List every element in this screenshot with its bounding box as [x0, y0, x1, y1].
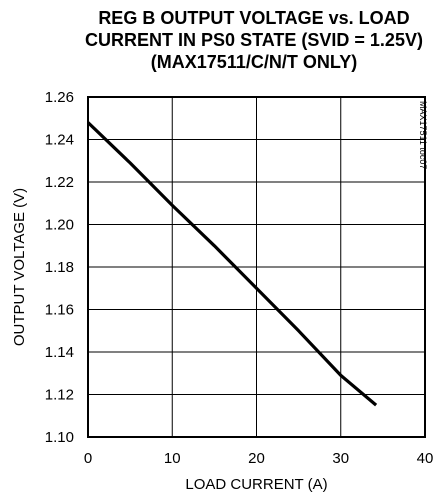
- y-tick-label: 1.18: [45, 259, 74, 276]
- x-tick-label: 10: [164, 450, 181, 467]
- x-axis-label: LOAD CURRENT (A): [185, 476, 327, 493]
- x-tick-label: 30: [332, 450, 349, 467]
- grid: [88, 97, 425, 437]
- chart-title-line: CURRENT IN PS0 STATE (SVID = 1.25V): [85, 30, 423, 50]
- x-tick-label: 40: [417, 450, 434, 467]
- x-tick-labels: 0 10 20 30 40: [84, 450, 434, 467]
- chart-title-line: (MAX17511/C/N/T ONLY): [151, 52, 357, 72]
- series-group: [86, 121, 378, 407]
- y-axis-label: OUTPUT VOLTAGE (V): [11, 188, 28, 346]
- y-tick-label: 1.16: [45, 302, 74, 319]
- plot-frame: [87, 96, 426, 438]
- figure-id-watermark: MAX17511 toc07: [418, 101, 428, 169]
- y-tick-label: 1.10: [45, 429, 74, 446]
- y-tick-labels: 1.10 1.12 1.14 1.16 1.18 1.20 1.22 1.24 1.26: [45, 89, 74, 446]
- y-tick-label: 1.26: [45, 89, 74, 106]
- chart-title-line: REG B OUTPUT VOLTAGE vs. LOAD: [98, 8, 409, 28]
- series-line: [86, 121, 378, 407]
- x-tick-label: 0: [84, 450, 92, 467]
- y-tick-label: 1.24: [45, 132, 74, 149]
- y-tick-label: 1.14: [45, 344, 74, 361]
- y-tick-label: 1.12: [45, 387, 74, 404]
- x-tick-label: 20: [248, 450, 265, 467]
- y-tick-label: 1.20: [45, 217, 74, 234]
- y-tick-label: 1.22: [45, 174, 74, 191]
